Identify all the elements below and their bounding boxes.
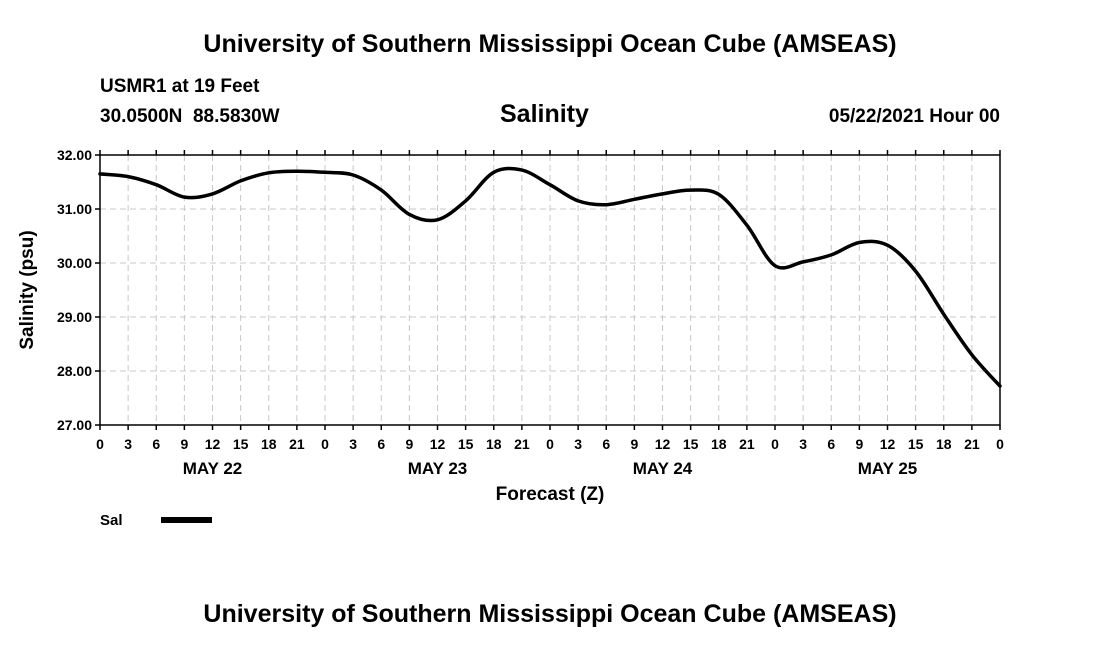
day-labels: MAY 22 MAY 23 MAY 24 MAY 25 — [183, 459, 918, 478]
chart-main-title: University of Southern Mississippi Ocean… — [203, 30, 897, 58]
x-tick-label: 18 — [486, 436, 502, 452]
x-tick-label: 6 — [602, 436, 610, 452]
forecast-datetime: 05/22/2021 Hour 00 — [828, 106, 1000, 127]
x-tick-label: 3 — [349, 436, 357, 452]
y-tick-label: 32.00 — [57, 147, 92, 163]
x-tick-label: 12 — [205, 436, 221, 452]
x-tick-label: 6 — [377, 436, 385, 452]
day-label: MAY 23 — [408, 459, 468, 478]
series-line-sal — [98, 166, 1002, 388]
footer-title: University of Southern Mississippi Ocean… — [203, 600, 897, 628]
x-tick-label: 0 — [96, 436, 104, 452]
x-tick-label: 0 — [546, 436, 554, 452]
x-tick-label: 21 — [964, 436, 980, 452]
station-label: USMR1 at 19 Feet — [100, 76, 260, 97]
x-tick-label: 21 — [514, 436, 530, 452]
x-axis-tick-labels: 0 3 6 9 12 15 18 21 0 3 6 9 12 15 18 21 0 3 6 9 12 15 18 21 0 3 6 9… — [96, 436, 1004, 452]
y-tick-label: 30.00 — [57, 255, 92, 271]
x-tick-label: 0 — [321, 436, 329, 452]
x-tick-label: 6 — [827, 436, 835, 452]
x-tick-label: 18 — [261, 436, 277, 452]
x-tick-label: 15 — [458, 436, 474, 452]
x-tick-label: 21 — [289, 436, 305, 452]
x-tick-label: 18 — [711, 436, 727, 452]
y-tick-label: 31.00 — [57, 201, 92, 217]
x-tick-label: 9 — [405, 436, 413, 452]
x-tick-label: 12 — [880, 436, 896, 452]
x-tick-label: 12 — [430, 436, 446, 452]
x-tick-label: 21 — [739, 436, 755, 452]
grid-lines — [100, 155, 1000, 425]
day-label: MAY 25 — [858, 459, 918, 478]
legend-label-sal: Sal — [100, 512, 123, 529]
x-tick-label: 15 — [908, 436, 924, 452]
x-tick-label: 9 — [855, 436, 863, 452]
y-tick-label: 27.00 — [57, 417, 92, 433]
coordinates-label: 30.0500N 88.5830W — [100, 106, 280, 127]
x-tick-label: 0 — [771, 436, 779, 452]
y-axis-tick-labels: 27.00 28.00 29.00 30.00 31.00 32.00 — [57, 147, 92, 433]
x-tick-label: 15 — [683, 436, 699, 452]
day-label: MAY 24 — [633, 459, 693, 478]
x-tick-label: 3 — [799, 436, 807, 452]
x-tick-label: 3 — [574, 436, 582, 452]
y-axis-label: Salinity (psu) — [17, 230, 38, 349]
x-tick-label: 12 — [655, 436, 671, 452]
y-tick-label: 29.00 — [57, 309, 92, 325]
x-axis-label: Forecast (Z) — [496, 484, 605, 505]
day-label: MAY 22 — [183, 459, 243, 478]
x-tick-label: 9 — [180, 436, 188, 452]
x-tick-label: 3 — [124, 436, 132, 452]
x-tick-label: 9 — [630, 436, 638, 452]
axis-ticks — [95, 150, 1001, 430]
x-tick-label: 0 — [996, 436, 1004, 452]
y-tick-label: 28.00 — [57, 363, 92, 379]
x-tick-label: 18 — [936, 436, 952, 452]
x-tick-label: 15 — [233, 436, 249, 452]
x-tick-label: 6 — [152, 436, 160, 452]
chart-title: Salinity — [500, 100, 589, 128]
